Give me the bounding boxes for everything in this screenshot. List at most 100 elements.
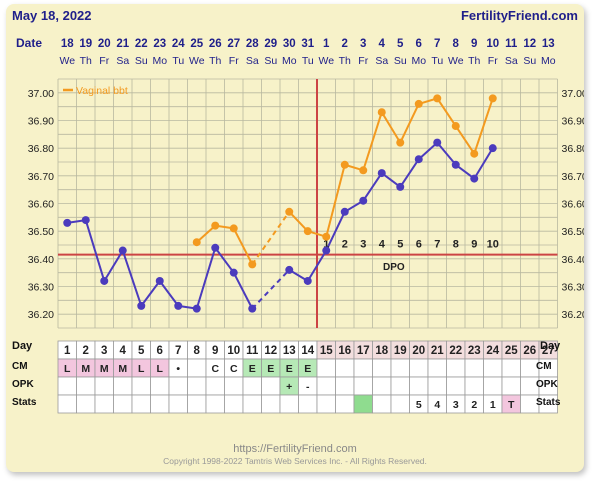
legend-label: Vaginal bbt [76, 85, 128, 97]
temp-point [100, 276, 109, 285]
stats-value: 3 [453, 399, 459, 411]
cm-value: M [100, 363, 109, 375]
opk-cell [409, 376, 429, 396]
day-value: 21 [431, 345, 444, 357]
y-tick-label: 36.90 [28, 116, 54, 128]
temp-point [81, 216, 90, 225]
temp-point [433, 138, 442, 147]
cm-cell [390, 358, 410, 378]
temp-point [229, 268, 238, 277]
stats-cell [242, 394, 262, 414]
cm-cell [353, 358, 373, 378]
day-value: 4 [120, 345, 127, 357]
stats-cell [353, 394, 373, 414]
temp-point [174, 301, 183, 310]
opk-cell [242, 376, 262, 396]
cm-value: M [81, 363, 90, 375]
bbt-point [211, 221, 220, 230]
date-label: 9 [471, 38, 477, 50]
temp-point [137, 301, 146, 310]
y-tick-label-right: 36.80 [562, 143, 585, 155]
opk-cell [353, 376, 373, 396]
temp-point [451, 160, 460, 169]
opk-cell [150, 376, 170, 396]
weekday-label: Mo [411, 55, 426, 67]
day-value: 18 [375, 345, 388, 357]
day-value: 14 [301, 345, 314, 357]
bbt-point [322, 232, 331, 241]
stats-cell [131, 394, 151, 414]
opk-cell [261, 376, 281, 396]
day-value: 17 [357, 345, 370, 357]
day-value: 16 [338, 345, 351, 357]
day-value: 22 [449, 345, 462, 357]
dpo-number: 6 [416, 239, 422, 251]
dpo-number: 5 [397, 239, 403, 251]
temp-series-segment [158, 280, 180, 307]
date-label: 20 [98, 38, 111, 50]
opk-cell [501, 376, 521, 396]
bbt-point [433, 94, 442, 103]
y-tick-label-right: 36.20 [562, 309, 585, 321]
temp-series-segment [195, 247, 217, 309]
stats-cell [150, 394, 170, 414]
cm-value: E [286, 363, 293, 375]
stats-cell [205, 394, 225, 414]
weekday-label: Tu [302, 55, 314, 67]
temp-point [322, 246, 331, 255]
temp-series-segment [399, 158, 420, 188]
y-tick-label: 36.20 [28, 309, 54, 321]
y-tick-label: 37.00 [28, 88, 54, 100]
temp-point [192, 304, 201, 313]
opk-cell [446, 376, 466, 396]
y-tick-label: 36.60 [28, 199, 54, 211]
date-label: 26 [209, 38, 222, 50]
day-value: 6 [157, 345, 163, 357]
cm-value: C [230, 363, 238, 375]
bbt-series-segment [399, 103, 420, 144]
opk-cell [57, 376, 77, 396]
stats-cell [168, 394, 188, 414]
day-value: 3 [101, 345, 107, 357]
day-value: 5 [138, 345, 145, 357]
day-value: 10 [227, 345, 240, 357]
temp-series-segment [306, 250, 328, 282]
day-value: 20 [412, 345, 425, 357]
temp-point [303, 276, 312, 285]
y-tick-label: 36.30 [28, 282, 54, 294]
day-value: 9 [212, 345, 218, 357]
opk-cell [76, 376, 96, 396]
date-label: 5 [397, 38, 404, 50]
temp-point [340, 207, 349, 216]
footer-url: https://FertilityFriend.com [233, 443, 356, 455]
date-label: 2 [342, 38, 348, 50]
opk-cell [168, 376, 188, 396]
stats-cell [113, 394, 133, 414]
brand-name: FertilityFriend.com [461, 8, 578, 23]
day-value: 26 [523, 345, 536, 357]
day-value: 8 [194, 345, 201, 357]
opk-cell [205, 376, 225, 396]
date-label: 23 [153, 38, 166, 50]
stats-cell [390, 394, 410, 414]
bbt-point [248, 260, 257, 269]
stats-cell [372, 394, 392, 414]
opk-cell [187, 376, 207, 396]
stats-cell [261, 394, 281, 414]
bbt-series-segment [196, 224, 216, 243]
cm-cell [409, 358, 429, 378]
weekday-label: Su [135, 55, 148, 67]
opk-cell [372, 376, 392, 396]
date-label: 19 [79, 38, 92, 50]
cm-cell [464, 358, 484, 378]
temp-series-segment [103, 250, 124, 282]
stats-cell [335, 394, 355, 414]
opk-cell [483, 376, 503, 396]
weekday-label: Th [468, 55, 480, 67]
dpo-number: 10 [487, 239, 499, 251]
bbt-series-segment [380, 111, 402, 144]
cm-value: L [64, 363, 71, 375]
day-value: 13 [283, 345, 296, 357]
opk-cell [131, 376, 151, 396]
y-tick-label-right: 36.90 [562, 116, 585, 128]
